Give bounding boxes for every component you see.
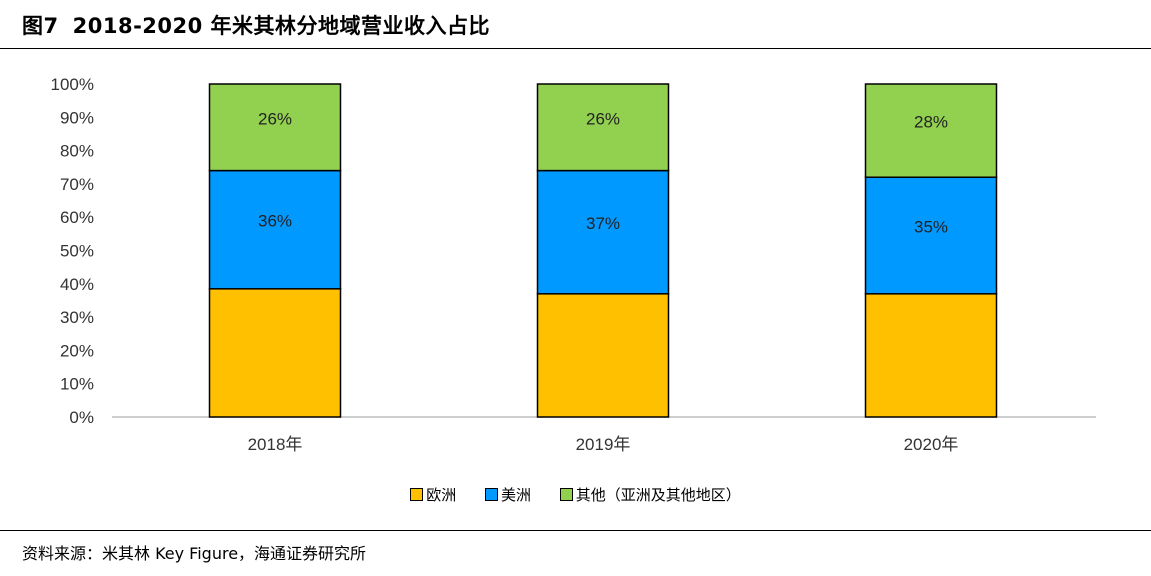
chart-legend: 欧洲 美洲 其他（亚洲及其他地区） [0, 484, 1151, 505]
source-note: 资料来源：米其林 Key Figure，海通证券研究所 [22, 544, 367, 563]
x-tick-label: 2020年 [904, 435, 959, 454]
y-tick-label: 100% [51, 75, 94, 94]
legend-item-other: 其他（亚洲及其他地区） [559, 484, 741, 505]
y-tick-label: 30% [60, 308, 94, 327]
data-label: 37% [586, 214, 620, 233]
legend-swatch-america [484, 488, 498, 501]
bar-segment [208, 288, 342, 418]
bar-segment [536, 83, 670, 172]
y-tick-label: 70% [60, 175, 94, 194]
bar-segment [864, 176, 998, 295]
y-tick-label: 90% [60, 108, 94, 127]
legend-label-europe: 欧洲 [426, 486, 457, 504]
bar-segment [208, 169, 342, 290]
legend-swatch-europe [410, 488, 424, 501]
legend-label-america: 美洲 [500, 486, 531, 504]
y-tick-label: 20% [60, 341, 94, 360]
legend-item-europe: 欧洲 [410, 484, 456, 505]
legend-item-america: 美洲 [484, 484, 531, 505]
chart-title: 图7 2018-2020 年米其林分地域营业收入占比 [22, 10, 490, 40]
y-tick-label: 50% [60, 242, 94, 261]
data-label: 26% [586, 109, 620, 128]
legend-label-other: 其他（亚洲及其他地区） [575, 486, 741, 504]
top-divider [0, 48, 1151, 49]
bottom-divider [0, 530, 1151, 531]
figure-number: 图7 [22, 14, 59, 38]
bar-segment [864, 83, 998, 178]
stacked-bar-chart: 0% 10% 20% 30% 40% 50% 60% 70% 80% 90% 100% 36% 26% 2… [51, 75, 1096, 454]
bar-segment [864, 293, 998, 418]
y-tick-label: 0% [69, 408, 94, 427]
bar-segment [536, 293, 670, 418]
data-label: 28% [914, 113, 948, 132]
y-tick-label: 80% [60, 142, 94, 161]
x-tick-label: 2019年 [576, 435, 631, 454]
bar-segment [208, 83, 342, 172]
data-label: 35% [914, 218, 948, 237]
y-tick-label: 10% [60, 375, 94, 394]
y-tick-label: 40% [60, 275, 94, 294]
data-label: 26% [258, 109, 292, 128]
figure-title: 2018-2020 年米其林分地域营业收入占比 [72, 14, 491, 38]
y-tick-label: 60% [60, 208, 94, 227]
legend-swatch-other [559, 488, 573, 501]
data-label: 36% [258, 212, 292, 231]
x-tick-label: 2018年 [248, 435, 303, 454]
